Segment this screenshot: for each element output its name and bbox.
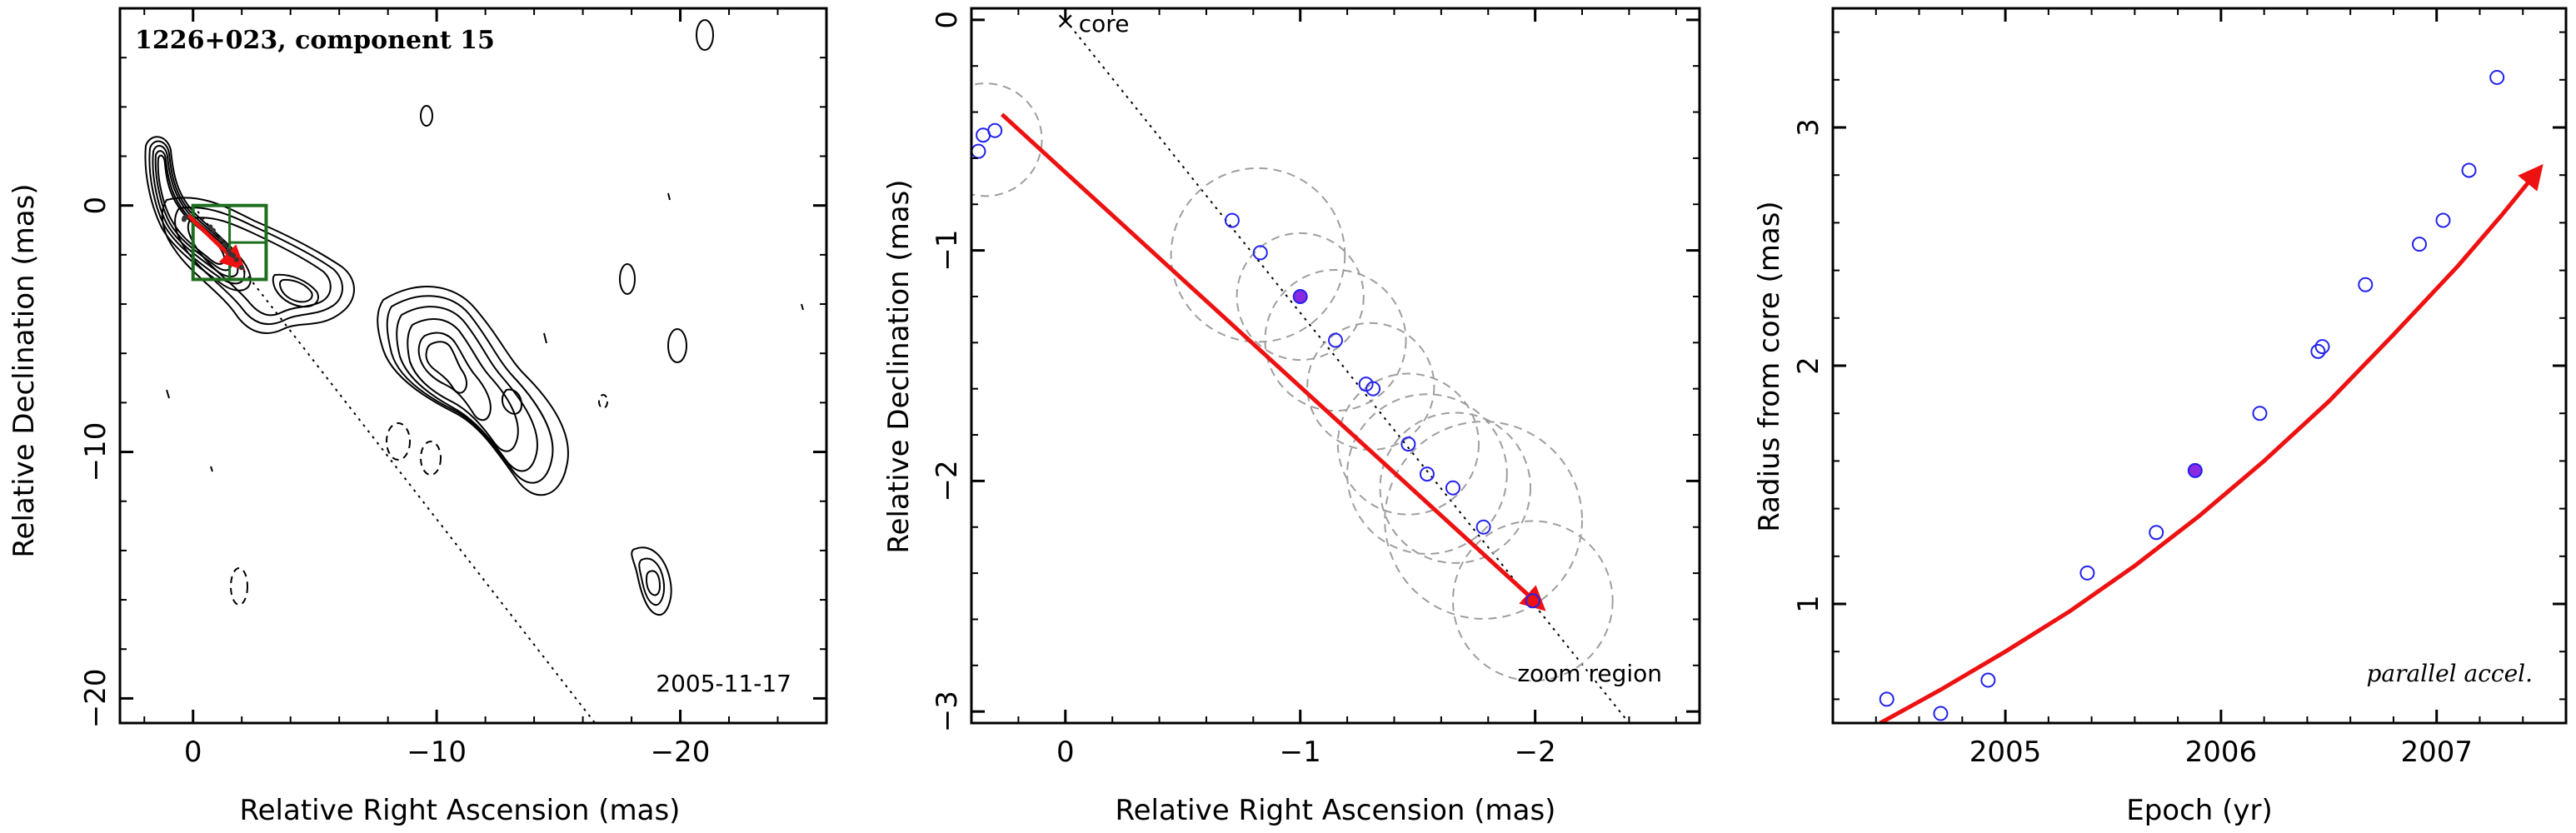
component-dot	[181, 217, 187, 222]
x-tick-label: 2007	[2400, 736, 2473, 769]
data-point	[2079, 565, 2095, 581]
y-tick-label: −20	[79, 669, 112, 729]
data-point	[1933, 706, 1949, 721]
component-track-arrow	[1000, 112, 1546, 611]
y-tick-label: 1	[1792, 595, 1825, 613]
data-point	[1365, 381, 1381, 397]
uncertainty-circle	[1236, 232, 1365, 362]
uncertainty-circle	[1346, 393, 1508, 555]
acceleration-fit-curve	[1879, 163, 2544, 723]
component-dot	[238, 265, 244, 271]
data-point	[2412, 237, 2427, 252]
uncertainty-circle	[1379, 412, 1532, 564]
y-tick-label: 2	[1792, 357, 1825, 375]
data-point	[1525, 593, 1540, 609]
data-point	[1400, 436, 1416, 452]
data-point	[2314, 339, 2330, 355]
data-point	[1445, 480, 1460, 496]
x-axis-label: Relative Right Ascension (mas)	[1116, 794, 1556, 827]
core-label: core	[1079, 10, 1130, 37]
uncertainty-circle	[1336, 372, 1480, 516]
component-positions	[181, 214, 244, 271]
jet-axis-dotted-line	[1064, 19, 1630, 723]
uncertainty-circle	[1306, 322, 1435, 451]
x-tick-label: 2005	[1969, 736, 2042, 769]
panel-zoom-region: × core 0 −1 −2 0 −1 −2 −3 zoom region Relative…	[882, 7, 1701, 827]
axis-ticks: 2005 2006 2007 1 2 3	[1792, 8, 2566, 769]
data-point	[1980, 672, 1996, 688]
contour-plot-area	[144, 19, 804, 723]
data-point	[2252, 406, 2268, 421]
y-axis-label: Radius from core (mas)	[1753, 201, 1786, 531]
uncertainty-circle	[1170, 167, 1346, 343]
panel-contour-map: 0 −10 −20 0 −10 −20 1226+023, component 15 20…	[7, 7, 828, 827]
zoom-region-label: zoom region	[1517, 660, 1662, 687]
component-dot	[207, 224, 213, 230]
component-dot	[230, 252, 236, 258]
y-axis-label: Relative Declination (mas)	[7, 183, 41, 557]
highlighted-data-point	[1292, 288, 1308, 304]
y-tick-label: 0	[79, 197, 112, 215]
y-tick-label: −1	[931, 230, 964, 272]
jet-axis-dotted-line	[192, 205, 596, 723]
data-point	[1224, 212, 1240, 228]
y-axis-label: Relative Declination (mas)	[882, 179, 916, 553]
y-tick-label: −2	[931, 460, 964, 501]
data-point	[1879, 691, 1895, 707]
x-tick-label: −10	[407, 736, 467, 769]
radius-plot-area	[1879, 69, 2544, 723]
fit-annotation: parallel accel.	[2366, 660, 2533, 687]
component-dot	[210, 227, 216, 233]
negative-contours	[230, 394, 608, 606]
x-tick-label: −2	[1515, 736, 1556, 769]
uncertainty-circle	[971, 82, 1043, 197]
data-point	[1475, 519, 1491, 535]
data-point	[2310, 343, 2326, 359]
x-tick-label: 2006	[2185, 736, 2258, 769]
y-tick-label: −10	[79, 422, 112, 482]
data-point	[2461, 162, 2477, 178]
plot-frame	[970, 7, 1701, 725]
y-tick-label: 3	[1792, 118, 1825, 137]
plot-frame	[118, 7, 828, 725]
uncertainty-circle	[1384, 421, 1584, 620]
highlighted-data-point	[2187, 462, 2203, 478]
data-point	[1419, 466, 1435, 482]
plot-frame	[1831, 7, 2568, 725]
data-point	[1328, 332, 1343, 348]
y-tick-label: −3	[931, 691, 964, 732]
panel-radius-vs-epoch: 2005 2006 2007 1 2 3 parallel accel. Epoch (y…	[1753, 7, 2568, 827]
component-positions	[971, 122, 1540, 609]
radius-measurements	[1879, 69, 2505, 721]
axis-ticks: 0 −1 −2 0 −1 −2 −3	[931, 8, 1700, 769]
x-axis-label: Epoch (yr)	[2126, 794, 2273, 827]
contour-lines	[144, 19, 804, 616]
x-tick-label: −1	[1280, 736, 1321, 769]
zoom-plot-area: × core	[971, 8, 1630, 723]
uncertainty-circle	[1264, 268, 1407, 412]
uncertainty-circles	[971, 82, 1614, 682]
data-point	[2149, 525, 2164, 541]
uncertainty-circle	[1451, 520, 1614, 682]
component-dot	[233, 257, 239, 262]
x-tick-label: 0	[184, 736, 202, 769]
component-dot	[218, 237, 224, 242]
component-track-arrow	[187, 213, 246, 271]
data-point	[1252, 245, 1268, 261]
y-tick-label: 0	[931, 11, 964, 29]
data-point	[2358, 277, 2374, 292]
component-dot	[222, 242, 228, 248]
x-tick-label: 0	[1056, 736, 1075, 769]
data-point	[971, 143, 986, 159]
panel-title: 1226+023, component 15	[135, 26, 495, 55]
axis-ticks: 0 −10 −20 0 −10 −20	[79, 7, 827, 769]
observation-date: 2005-11-17	[656, 670, 791, 697]
x-axis-label: Relative Right Ascension (mas)	[240, 794, 681, 827]
x-tick-label: −20	[651, 736, 711, 769]
data-point	[2489, 69, 2505, 85]
data-point	[2435, 212, 2451, 228]
data-point	[976, 127, 991, 143]
